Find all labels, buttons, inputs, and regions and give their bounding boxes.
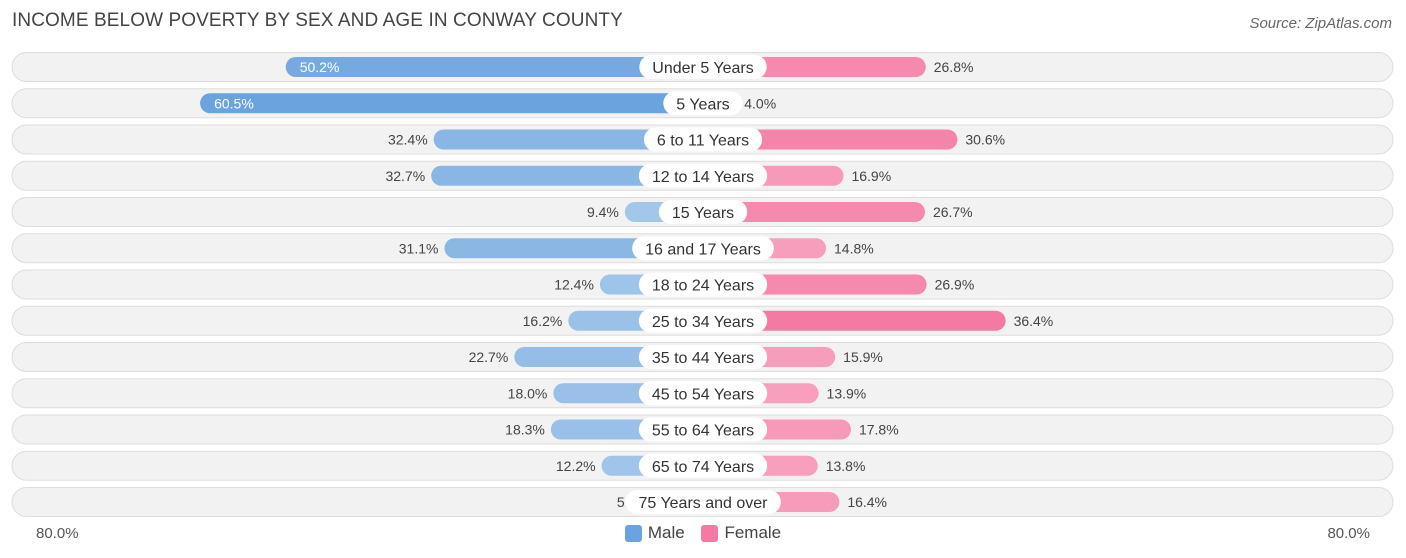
value-label-female: 26.8% <box>934 59 974 75</box>
chart-canvas: 50.2% 26.8% Under 5 Years 60.5% 4.0% 5 Years 3… <box>11 52 1394 517</box>
value-label-female: 30.6% <box>965 132 1005 148</box>
bar-male <box>285 57 703 77</box>
chart-title: INCOME BELOW POVERTY BY SEX AND AGE IN C… <box>12 10 623 31</box>
legend-swatch-male <box>624 524 642 542</box>
category-label: 12 to 14 Years <box>652 169 754 186</box>
legend-item-male: Male <box>624 523 685 543</box>
value-label-female: 16.4% <box>847 494 887 510</box>
category-label: 5 Years <box>676 96 729 113</box>
category-label: 45 to 54 Years <box>652 386 754 403</box>
category-pill <box>638 381 768 406</box>
legend-label-male: Male <box>647 523 685 542</box>
legend: Male Female <box>0 523 1406 547</box>
category-label: 55 to 64 Years <box>652 423 754 440</box>
bar-male <box>200 93 703 114</box>
category-label: 6 to 11 Years <box>657 133 749 150</box>
value-label-female: 13.9% <box>827 385 867 401</box>
value-label-male: 18.3% <box>505 422 545 438</box>
value-label-male: 18.0% <box>508 385 548 401</box>
category-pill <box>625 490 781 514</box>
category-label: 25 to 34 Years <box>652 314 754 331</box>
category-label: 65 to 74 Years <box>652 459 754 476</box>
legend-swatch-female <box>701 524 719 542</box>
bar-female <box>703 129 958 150</box>
value-label-male: 32.4% <box>388 132 428 148</box>
category-pill <box>638 163 768 188</box>
category-pill <box>638 417 768 442</box>
category-pill <box>632 236 774 261</box>
value-label-female: 15.9% <box>843 349 883 365</box>
value-label-male: 50.2% <box>300 59 340 75</box>
axis-left-label: 80.0% <box>36 525 79 542</box>
value-label-male: 32.7% <box>385 168 425 184</box>
category-pill <box>638 453 768 478</box>
category-label: 35 to 44 Years <box>652 350 754 367</box>
value-label-male: 22.7% <box>469 349 509 365</box>
value-label-female: 14.8% <box>834 240 874 256</box>
value-label-female: 17.8% <box>859 422 899 438</box>
value-label-male: 31.1% <box>399 240 439 256</box>
category-pill <box>643 127 763 152</box>
category-label: 15 Years <box>672 205 734 222</box>
legend-label-female: Female <box>724 523 782 542</box>
value-label-male: 9.4% <box>587 204 619 220</box>
value-label-female: 26.7% <box>933 204 973 220</box>
value-label-male: 16.2% <box>523 313 563 329</box>
category-pill <box>658 200 748 224</box>
value-label-male: 12.4% <box>554 277 594 293</box>
axis-right-label: 80.0% <box>1327 525 1370 542</box>
value-label-female: 4.0% <box>744 95 776 111</box>
value-label-female: 13.8% <box>826 458 866 474</box>
bar-female <box>703 310 1006 331</box>
category-label: 18 to 24 Years <box>652 278 754 295</box>
category-pill <box>638 272 768 297</box>
bar-male <box>433 129 703 150</box>
category-label: Under 5 Years <box>652 60 753 77</box>
bar-male <box>431 165 703 186</box>
chart-source: Source: ZipAtlas.com <box>1249 15 1392 32</box>
category-pill <box>663 91 743 116</box>
category-pill <box>638 345 768 369</box>
value-label-male: 12.2% <box>556 458 596 474</box>
category-label: 16 and 17 Years <box>645 241 761 258</box>
value-label-female: 16.9% <box>851 168 891 184</box>
category-label: 75 Years and over <box>639 495 769 512</box>
value-label-male: 60.5% <box>214 95 254 111</box>
value-label-female: 36.4% <box>1014 313 1054 329</box>
value-label-female: 26.9% <box>935 277 975 293</box>
bar-female <box>703 202 925 222</box>
category-pill <box>639 55 767 79</box>
category-pill <box>638 308 768 333</box>
legend-item-female: Female <box>701 523 781 543</box>
